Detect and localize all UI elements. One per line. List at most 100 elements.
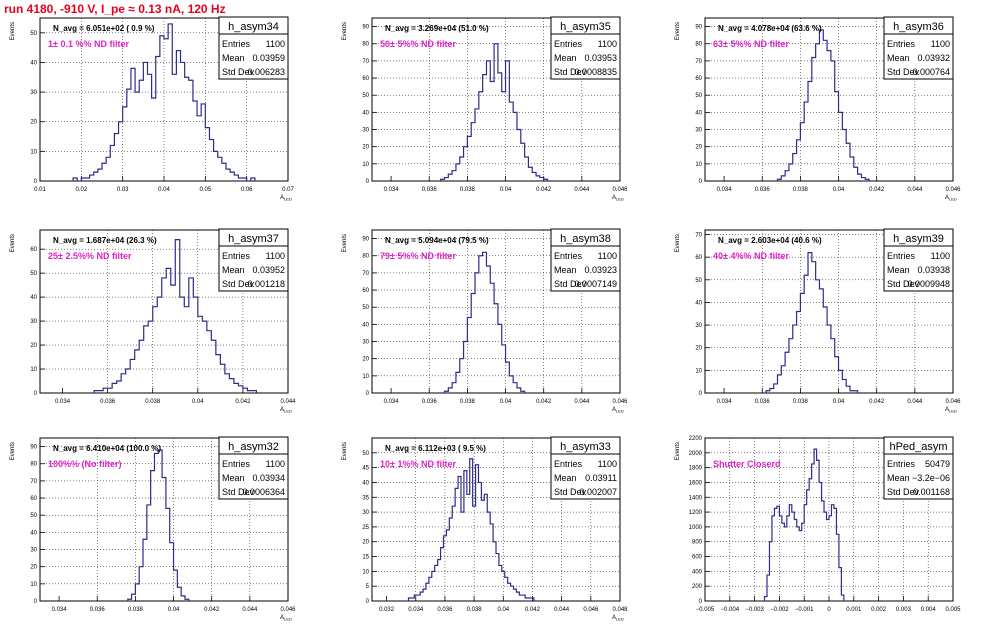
y-axis-label: Events bbox=[10, 234, 16, 252]
plot-frame bbox=[704, 229, 954, 394]
y-tick-label: 70 bbox=[362, 59, 369, 65]
y-tick-label: 40 bbox=[362, 480, 369, 486]
histogram-line bbox=[765, 252, 859, 393]
y-tick-label: 0 bbox=[34, 599, 38, 605]
stats-key: Std Dev bbox=[222, 67, 255, 77]
y-tick-label: 80 bbox=[362, 254, 369, 260]
x-tick-label: −0.005 bbox=[696, 607, 715, 613]
y-tick-label: 0 bbox=[699, 391, 703, 397]
stats-body-box bbox=[883, 453, 954, 500]
y-tick-label: 90 bbox=[362, 237, 369, 243]
x-tick-label: 0.038 bbox=[460, 399, 476, 405]
x-axis-label-subscript: LED bbox=[284, 409, 292, 414]
stats-value: 0.0008835 bbox=[574, 67, 617, 77]
x-tick-label: −0.004 bbox=[721, 607, 740, 613]
x-tick-label: −0.003 bbox=[745, 607, 764, 613]
panel-h_asym37: 0.034 0.036 0.038 0.04 0.042 0.044 0 10 20 30 40 50… bbox=[10, 228, 296, 414]
stats-key: Entries bbox=[887, 251, 916, 261]
y-tick-label: 1800 bbox=[689, 466, 703, 472]
x-tick-label: 0.046 bbox=[280, 607, 296, 613]
stats-key: Mean bbox=[887, 53, 910, 63]
y-tick-label: 50 bbox=[362, 93, 369, 99]
stats-box: hPed_asym Entries 50479 Mean −3.2e−06 Std Dev… bbox=[883, 436, 954, 500]
panel-h_asym36: 0.034 0.036 0.038 0.04 0.042 0.044 0.046 0 10 20 3… bbox=[675, 16, 961, 202]
y-tick-label: 25 bbox=[362, 525, 369, 531]
x-tick-label: 0.044 bbox=[574, 399, 590, 405]
y-tick-label: 2000 bbox=[689, 451, 703, 457]
stats-value: 1100 bbox=[598, 251, 617, 261]
stats-value: 0.006283 bbox=[247, 67, 285, 77]
x-axis-label-subscript: LED bbox=[284, 617, 292, 622]
x-tick-label: 0.04 bbox=[833, 399, 845, 405]
stats-title: h_asym33 bbox=[560, 441, 611, 453]
stats-key: Std Dev bbox=[554, 67, 587, 77]
x-tick-label: 0.038 bbox=[467, 607, 483, 613]
y-tick-label: 20 bbox=[30, 565, 37, 571]
plot-frame bbox=[39, 437, 289, 602]
y-tick-label: 70 bbox=[695, 59, 702, 65]
panel-h_asym38: 0.034 0.036 0.038 0.04 0.042 0.044 0.046 0 10 20 3… bbox=[342, 228, 628, 414]
stats-key: Entries bbox=[554, 39, 583, 49]
y-tick-label: 20 bbox=[30, 343, 37, 349]
y-axis-label: Events bbox=[342, 234, 348, 252]
stats-key: Std Dev bbox=[887, 487, 920, 497]
stats-body-box bbox=[550, 245, 621, 292]
stats-title: h_asym37 bbox=[228, 233, 279, 245]
x-tick-label: 0.04 bbox=[500, 187, 512, 193]
filter-label: 63± 5%% ND filter bbox=[713, 39, 789, 49]
navg-label: N_avg = 6.112e+03 ( 9.5 %) bbox=[385, 444, 486, 453]
x-tick-label: 0.038 bbox=[145, 399, 161, 405]
y-tick-label: 70 bbox=[30, 479, 37, 485]
stats-body-box bbox=[550, 33, 621, 80]
y-tick-label: 45 bbox=[362, 466, 369, 472]
x-axis-label-subscript: LED bbox=[284, 197, 292, 202]
y-tick-label: 20 bbox=[362, 540, 369, 546]
x-tick-label: 0.036 bbox=[90, 607, 106, 613]
y-tick-label: 70 bbox=[695, 233, 702, 239]
stats-key: Entries bbox=[887, 459, 916, 469]
stats-box: h_asym34 Entries 1100 Mean 0.03959 Std Dev0.0… bbox=[218, 16, 289, 80]
x-tick-label: 0.046 bbox=[612, 187, 628, 193]
x-axis-label-subscript: LED bbox=[616, 617, 624, 622]
x-tick-label: 0.002 bbox=[871, 607, 887, 613]
y-tick-label: 80 bbox=[695, 42, 702, 48]
plot-frame bbox=[371, 229, 621, 394]
y-tick-label: 20 bbox=[695, 145, 702, 151]
filter-label: 40± 4%% ND filter bbox=[713, 251, 789, 261]
x-tick-label: 0.04 bbox=[500, 399, 512, 405]
x-axis-label: ALED bbox=[612, 407, 624, 414]
x-axis-label-subscript: LED bbox=[949, 409, 957, 414]
panel-h_asym39: 0.034 0.036 0.038 0.04 0.042 0.044 0.046 0 10 20 3… bbox=[675, 228, 961, 414]
y-tick-label: 0 bbox=[699, 599, 703, 605]
filter-label: Shutter Closerd bbox=[713, 459, 781, 469]
y-tick-label: 10 bbox=[362, 162, 369, 168]
x-tick-label: −0.001 bbox=[795, 607, 814, 613]
panel-h_asym35: 0.034 0.036 0.038 0.04 0.042 0.044 0.046 0 10 20 3… bbox=[342, 16, 628, 202]
y-tick-label: 10 bbox=[30, 582, 37, 588]
histogram-line bbox=[407, 458, 535, 601]
filter-label: 50± 5%% ND filter bbox=[380, 39, 456, 49]
canvas-title: run 4180, -910 V, I_pe ≈ 0.13 nA, 120 Hz bbox=[4, 2, 226, 16]
y-tick-label: 200 bbox=[692, 584, 703, 590]
x-tick-label: 0.034 bbox=[384, 187, 400, 193]
y-axis-label: Events bbox=[675, 442, 681, 460]
y-axis-label: Events bbox=[342, 442, 348, 460]
y-tick-label: 50 bbox=[30, 271, 37, 277]
y-tick-label: 60 bbox=[362, 76, 369, 82]
stats-value: 0.03952 bbox=[252, 265, 285, 275]
stats-key: Mean bbox=[554, 53, 577, 63]
histogram-line bbox=[127, 449, 190, 601]
stats-key: Mean bbox=[554, 265, 577, 275]
x-axis-label-subscript: LED bbox=[616, 197, 624, 202]
filter-label: 25± 2.5%% ND filter bbox=[48, 251, 132, 261]
x-tick-label: 0.04 bbox=[497, 607, 509, 613]
stats-title: h_asym38 bbox=[560, 233, 611, 245]
x-tick-label: 0.034 bbox=[55, 399, 71, 405]
stats-value: 1100 bbox=[266, 459, 285, 469]
stats-value: 0.03934 bbox=[252, 473, 285, 483]
x-tick-label: 0.042 bbox=[536, 187, 552, 193]
x-tick-label: 0.04 bbox=[158, 187, 170, 193]
y-axis-label: Events bbox=[675, 234, 681, 252]
stats-value: 0.001168 bbox=[913, 487, 950, 497]
